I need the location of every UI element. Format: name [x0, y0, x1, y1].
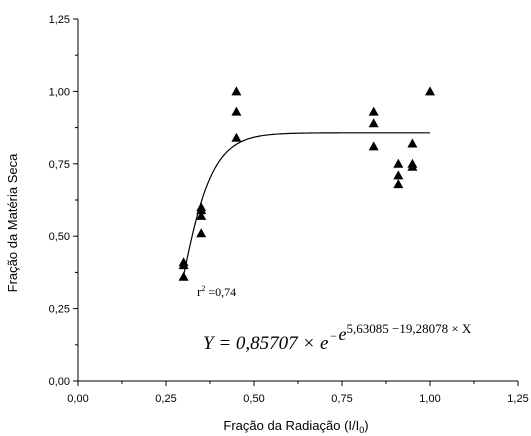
y-tick-label: 1,25 — [49, 14, 70, 26]
data-point — [393, 158, 404, 168]
ticks: 0,00 0,25 0,50 0,75 1,00 1,25 0,00 0,25 0,50 0,75… — [49, 14, 529, 405]
x-tick-label: 0,50 — [243, 393, 264, 405]
y-tick-label: 0,25 — [49, 304, 70, 316]
data-point — [407, 138, 418, 148]
data-point — [178, 271, 189, 281]
x-tick-label: 0,00 — [67, 393, 88, 405]
y-tick-label: 0,50 — [49, 231, 70, 243]
r-squared-value: =0,74 — [205, 285, 236, 299]
equation-base: e — [339, 324, 347, 344]
fit-equation: Y = 0,85707 × e−e5,63085 −19,28078 × X — [203, 321, 472, 354]
y-tick-label: 1,00 — [49, 86, 70, 98]
x-tick-label: 1,00 — [419, 393, 440, 405]
r-squared-sup: 2 — [201, 284, 205, 293]
data-point — [231, 86, 242, 96]
data-point — [231, 132, 242, 142]
x-tick-label: 0,75 — [331, 393, 352, 405]
fit-curve — [183, 132, 430, 276]
data-point — [393, 170, 404, 180]
equation-lhs: Y = 0,85707 × e — [203, 333, 328, 354]
data-point — [368, 141, 379, 151]
x-tick-label: 0,25 — [155, 393, 176, 405]
data-point — [368, 118, 379, 128]
x-tick-label: 1,25 — [507, 393, 528, 405]
data-point — [178, 260, 189, 270]
data-points — [178, 86, 435, 281]
x-axis-label: Fração da Radiação (I/I0) — [223, 418, 368, 435]
r-squared-label: r2 =0,74 — [197, 284, 236, 299]
data-point — [196, 205, 207, 215]
y-tick-label: 0,00 — [49, 376, 70, 388]
x-axis-label-sub: 0 — [359, 425, 364, 435]
data-point — [407, 161, 418, 171]
data-point — [231, 106, 242, 116]
y-tick-label: 0,75 — [49, 159, 70, 171]
data-point — [196, 210, 207, 220]
data-point — [368, 106, 379, 116]
y-axis-label: Fração da Matéria Seca — [5, 153, 20, 293]
data-point — [196, 228, 207, 238]
x-axis-label-close: ) — [364, 418, 368, 433]
data-point — [393, 179, 404, 189]
equation-neg: − — [329, 329, 337, 343]
equation-exponent: 5,63085 −19,28078 × X — [347, 321, 472, 336]
r-squared-r: r — [197, 284, 202, 299]
data-point — [425, 86, 435, 96]
x-axis-label-main: Fração da Radiação (I/I — [223, 418, 359, 433]
